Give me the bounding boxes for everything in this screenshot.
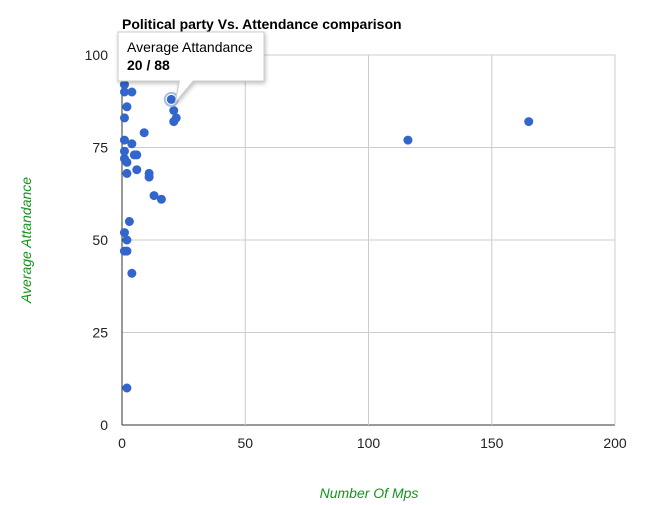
tooltip-value: 20 / 88 bbox=[127, 57, 170, 73]
x-axis-title: Number Of Mps bbox=[320, 485, 419, 501]
y-tick-label: 75 bbox=[92, 140, 108, 156]
tick-labels: 0 25 50 75 100 0 50 100 150 200 bbox=[85, 47, 627, 451]
data-point[interactable] bbox=[119, 87, 129, 97]
y-tick-label: 25 bbox=[92, 325, 108, 341]
data-point[interactable] bbox=[122, 246, 132, 256]
data-point[interactable] bbox=[119, 146, 129, 156]
data-point[interactable] bbox=[124, 217, 134, 226]
tooltip-box bbox=[117, 31, 265, 105]
data-point[interactable] bbox=[156, 194, 166, 204]
x-tick-label: 200 bbox=[603, 435, 627, 451]
data-point[interactable] bbox=[122, 168, 132, 178]
data-point[interactable] bbox=[144, 172, 154, 182]
chart-title: Political party Vs. Attendance compariso… bbox=[122, 16, 402, 32]
y-tick-label: 100 bbox=[85, 47, 109, 63]
y-tick-label: 0 bbox=[100, 417, 108, 433]
data-point[interactable] bbox=[169, 117, 179, 127]
data-points[interactable] bbox=[119, 80, 534, 393]
data-point[interactable] bbox=[119, 135, 129, 145]
tooltip: Average Attandance 20 / 88 bbox=[117, 31, 265, 105]
gridlines bbox=[121, 54, 616, 426]
data-point[interactable] bbox=[127, 268, 137, 278]
data-point[interactable] bbox=[132, 165, 142, 175]
data-point[interactable] bbox=[127, 87, 137, 97]
data-point[interactable] bbox=[122, 383, 132, 393]
data-point[interactable] bbox=[127, 139, 137, 149]
x-tick-label: 0 bbox=[118, 435, 126, 451]
data-point[interactable] bbox=[403, 135, 413, 145]
data-point[interactable] bbox=[122, 102, 132, 112]
x-tick-label: 150 bbox=[480, 435, 504, 451]
data-point[interactable] bbox=[149, 191, 159, 201]
data-point[interactable] bbox=[166, 94, 176, 104]
data-point[interactable] bbox=[169, 106, 179, 115]
data-point[interactable] bbox=[119, 228, 129, 238]
y-tick-label: 50 bbox=[92, 232, 108, 248]
data-point[interactable] bbox=[119, 113, 129, 123]
data-point[interactable] bbox=[139, 128, 149, 138]
x-tick-label: 100 bbox=[357, 435, 381, 451]
x-tick-label: 50 bbox=[237, 435, 253, 451]
data-point[interactable] bbox=[132, 150, 142, 160]
data-point[interactable] bbox=[122, 235, 132, 245]
data-point[interactable] bbox=[524, 117, 534, 127]
tooltip-label: Average Attandance bbox=[127, 39, 253, 55]
data-point[interactable] bbox=[122, 157, 132, 167]
y-axis-title: Average Attandance bbox=[18, 177, 34, 304]
data-point[interactable] bbox=[119, 80, 129, 90]
